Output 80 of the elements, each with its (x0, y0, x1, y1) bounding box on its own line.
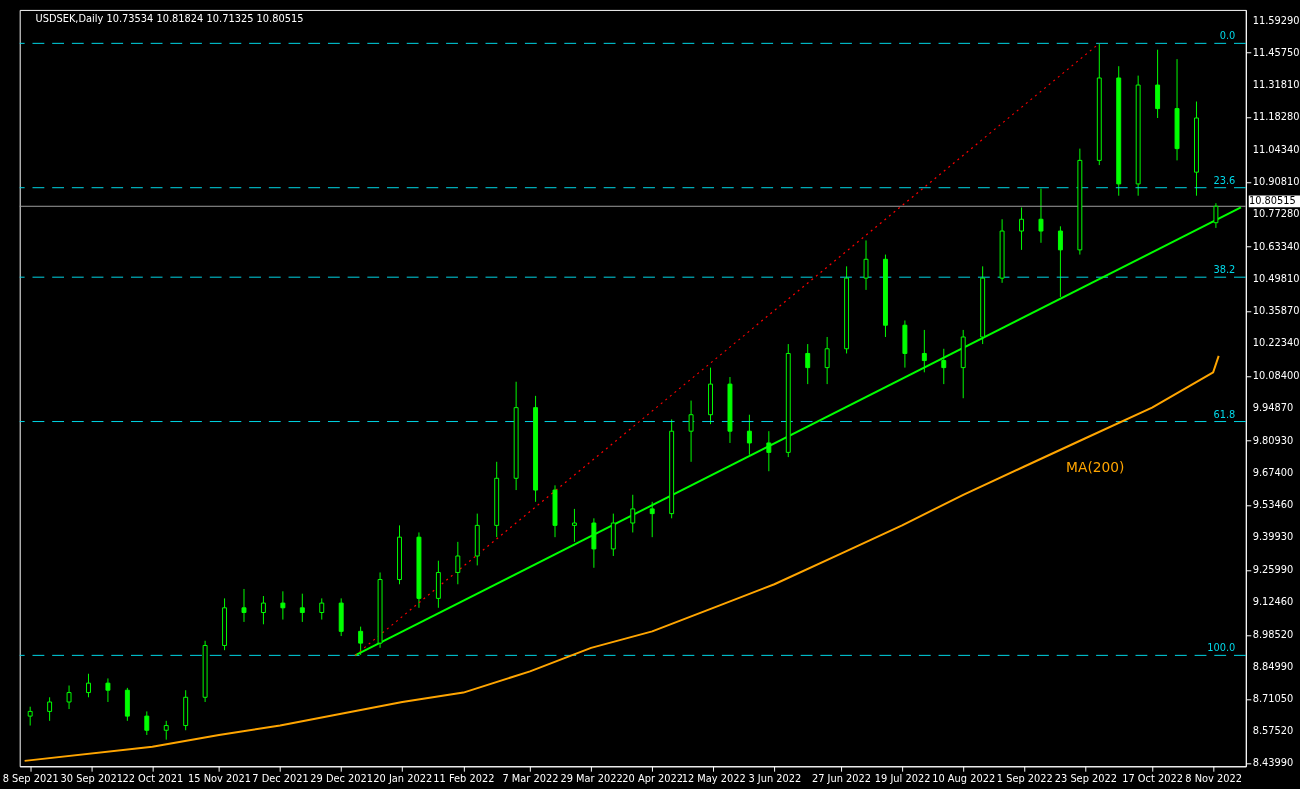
candlestick (1057, 225, 1063, 298)
x-tick-label: 17 Oct 2022 (1122, 772, 1183, 784)
candlestick (47, 696, 53, 722)
candlestick (163, 720, 169, 741)
y-tick-label: 11.18280 (1252, 111, 1300, 123)
x-tick-label: 7 Dec 2021 (252, 772, 309, 784)
x-tick-label: 12 May 2022 (681, 772, 746, 784)
x-tick-label: 20 Jan 2022 (373, 772, 433, 784)
y-tick-label: 9.67400 (1252, 466, 1294, 478)
annotation: 23.6 (1213, 174, 1236, 186)
candlestick (260, 595, 266, 625)
x-tick-label: 15 Nov 2021 (188, 772, 251, 784)
y-tick-label: 10.22340 (1252, 337, 1300, 349)
candlestick (1019, 206, 1024, 251)
y-tick-label: 9.25990 (1252, 564, 1294, 576)
x-tick-label: 19 Jul 2022 (874, 772, 931, 784)
candlestick (455, 541, 461, 585)
candlestick (746, 414, 752, 456)
candlestick (86, 673, 91, 698)
candlestick (105, 677, 111, 703)
candlestick (571, 508, 577, 543)
candlestick (688, 400, 694, 463)
y-tick-label: 9.12460 (1252, 595, 1294, 607)
annotation: 38.2 (1213, 264, 1236, 276)
chart-title: USDSEK,Daily 10.73534 10.81824 10.71325 10.80515 (35, 12, 304, 24)
candlestick (1038, 188, 1044, 244)
x-tick-label: 7 Mar 2022 (502, 772, 559, 784)
x-tick-label: 8 Nov 2022 (1185, 772, 1242, 784)
candlestick (824, 336, 830, 385)
candlestick (630, 494, 636, 533)
y-tick-label: 10.49810 (1252, 272, 1300, 284)
x-tick-label: 29 Dec 2021 (310, 772, 374, 784)
candlestick (941, 348, 947, 385)
x-tick-label: 29 Mar 2022 (560, 772, 623, 784)
y-tick-label: 10.77280 (1252, 207, 1300, 219)
y-tick-label: 8.57520 (1252, 725, 1294, 737)
y-tick-label: 11.31810 (1252, 79, 1300, 91)
x-tick-label: 10 Aug 2022 (932, 772, 996, 784)
y-tick-label: 11.45750 (1252, 46, 1300, 58)
series-label: MA(200) (1066, 458, 1125, 475)
y-tick-label: 10.35870 (1252, 305, 1300, 317)
y-tick-label: 9.39930 (1252, 531, 1294, 543)
candlestick (299, 593, 305, 623)
candlestick (766, 430, 772, 472)
x-tick-label: 20 Apr 2022 (622, 772, 684, 784)
candlestick (144, 710, 150, 736)
y-tick-label: 9.80930 (1252, 434, 1294, 446)
y-tick-label: 10.90810 (1252, 175, 1300, 187)
y-tick-label: 8.98520 (1252, 628, 1294, 640)
annotation: 100.0 (1207, 642, 1236, 654)
y-tick-label: 8.43990 (1252, 757, 1294, 769)
x-tick-label: 3 Jun 2022 (748, 772, 802, 784)
x-tick-label: 11 Feb 2022 (433, 772, 495, 784)
candlestick (649, 501, 655, 538)
candlestick (1155, 49, 1161, 119)
y-tick-label: 10.08400 (1252, 370, 1300, 382)
annotation: 0.0 (1219, 30, 1236, 42)
x-tick-label: 27 Jun 2022 (811, 772, 872, 784)
x-tick-label: 30 Sep 2021 (60, 772, 123, 784)
y-tick-label: 11.04340 (1252, 144, 1300, 156)
candlestick (319, 597, 325, 621)
candlestick (863, 239, 869, 291)
y-tick-label: 9.94870 (1252, 401, 1294, 413)
candlestick (66, 685, 72, 710)
x-tick-label: 8 Sep 2021 (2, 772, 59, 784)
x-tick-label: 23 Sep 2022 (1054, 772, 1118, 784)
y-tick-label: 8.84990 (1252, 660, 1294, 672)
candlestick (27, 706, 33, 727)
y-tick-label: 9.53460 (1252, 499, 1294, 511)
x-tick-label: 22 Oct 2021 (122, 772, 184, 784)
y-tick-label: 10.63340 (1252, 240, 1300, 252)
y-tick-label: 8.71050 (1252, 693, 1294, 705)
candlestick (241, 588, 247, 623)
candlestick (921, 329, 927, 373)
ref-line-label: 10.80515 (1248, 195, 1296, 207)
x-tick-label: 1 Sep 2022 (996, 772, 1053, 784)
candlestick (805, 343, 811, 385)
y-tick-label: 11.59290 (1252, 14, 1300, 26)
candlestick (280, 590, 286, 621)
annotation: 61.8 (1213, 408, 1236, 420)
